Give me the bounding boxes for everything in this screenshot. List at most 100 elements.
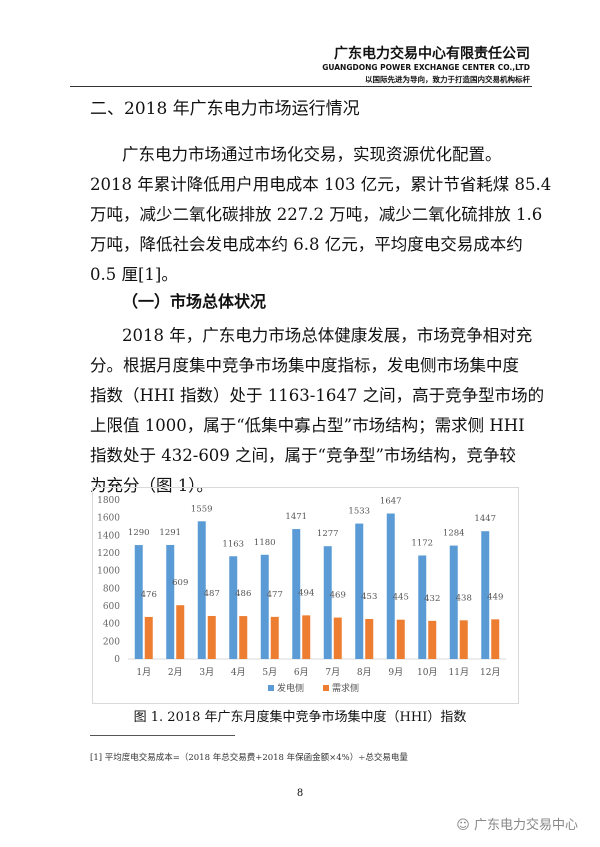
- x-tick-label: 9月: [388, 667, 403, 678]
- data-label: 1180: [254, 538, 276, 548]
- text-line: 分。根据月度集中竞争市场集中度指标，发电侧市场集中度: [90, 356, 519, 375]
- subsection-title: （一）市场总体状况: [122, 292, 267, 311]
- bar-supply: [229, 556, 238, 659]
- bar-demand: [144, 616, 153, 659]
- y-tick-label: 1200: [97, 549, 120, 559]
- hhi-chart: 0 200 400 600 800 1000 1200 1400 1600 1800 1290 476…: [92, 487, 519, 704]
- bar-demand: [333, 617, 342, 659]
- data-label: 1284: [443, 529, 465, 539]
- data-label: 486: [235, 589, 251, 599]
- text-line: 上限值 1000，属于“低集中寡占型”市场结构；需求侧 HHI: [90, 416, 525, 435]
- data-label: 1471: [285, 512, 307, 522]
- bar-demand: [396, 619, 405, 659]
- footnote: [1] 平均度电交易成本=（2018 年总交易费+2018 年保函金额×4%）÷…: [90, 753, 408, 763]
- page-number: 8: [296, 788, 304, 799]
- bar-supply: [449, 545, 458, 659]
- data-label: 449: [487, 592, 503, 602]
- data-label: 477: [267, 590, 283, 600]
- text-line: 万吨，降低社会发电成本约 6.8 亿元，平均度电交易成本约: [90, 235, 523, 254]
- bar-supply: [197, 521, 206, 659]
- bar-supply: [260, 554, 269, 659]
- bar-demand: [270, 616, 279, 659]
- data-label: 494: [298, 588, 314, 598]
- x-tick-label: 7月: [325, 667, 340, 678]
- data-label: 609: [172, 578, 188, 588]
- data-label: 1172: [411, 538, 433, 548]
- text-line: 指数处于 432-609 之间，属于“竞争型”市场结构，竞争较: [90, 446, 516, 465]
- data-label: 1447: [474, 514, 496, 524]
- y-tick-label: 1800: [97, 496, 120, 506]
- text-line: 0.5 厘[1]。: [90, 265, 178, 284]
- y-tick-label: 1600: [97, 514, 120, 524]
- header-divider: [70, 86, 532, 87]
- x-tick-label: 4月: [231, 667, 246, 678]
- header-company-cn: 广东电力交易中心有限责任公司: [334, 46, 530, 62]
- bar-demand: [365, 618, 374, 659]
- y-tick-label: 1000: [97, 567, 120, 577]
- section-title: 二、2018 年广东电力市场运行情况: [90, 99, 360, 119]
- x-tick-label: 5月: [262, 667, 277, 678]
- bar-demand: [239, 616, 248, 659]
- x-tick-label: 12月: [480, 667, 500, 678]
- data-label: 1163: [222, 539, 244, 549]
- legend-label: 需求侧: [332, 682, 359, 694]
- data-label: 432: [424, 594, 440, 604]
- data-label: 1291: [159, 528, 181, 538]
- x-tick-label: 8月: [357, 667, 372, 678]
- legend-label: 发电侧: [277, 682, 304, 694]
- bar-supply: [134, 545, 143, 659]
- x-tick-label: 3月: [199, 667, 214, 678]
- figure-caption: 图 1. 2018 年广东月度集中竞争市场集中度（HHI）指数: [133, 710, 467, 725]
- data-label: 469: [330, 591, 346, 601]
- x-tick-label: 11月: [449, 667, 469, 678]
- data-label: 476: [141, 590, 157, 600]
- bar-supply: [481, 531, 490, 659]
- hhi-chart-svg: 0 200 400 600 800 1000 1200 1400 1600 1800 1290 476…: [97, 496, 506, 694]
- y-tick-label: 0: [114, 655, 120, 665]
- text-line: 为充分（图 1）。: [90, 476, 213, 495]
- header-slogan: 以国际先进为导向，致力于打造国内交易机构标杆: [365, 75, 530, 84]
- text-line: 指数（HHI 指数）处于 1163-1647 之间，高于竞争型市场的: [90, 386, 545, 405]
- bar-supply: [386, 513, 395, 659]
- text-line: 广东电力市场通过市场化交易，实现资源优化配置。: [122, 145, 502, 164]
- bar-supply: [292, 529, 301, 659]
- bar-demand: [207, 615, 216, 659]
- data-label: 453: [361, 592, 377, 602]
- x-tick-label: 2月: [168, 667, 183, 678]
- y-tick-label: 200: [103, 637, 120, 647]
- wechat-icon: ☺: [456, 818, 474, 833]
- x-tick-label: 10月: [417, 667, 437, 678]
- header-company-en: GUANGDONG POWER EXCHANGE CENTER CO.,LTD: [322, 63, 530, 72]
- bar-demand: [176, 605, 185, 659]
- bar-supply: [355, 523, 364, 659]
- data-label: 1533: [348, 507, 370, 517]
- bar-supply: [323, 546, 332, 659]
- data-label: 1277: [317, 529, 339, 539]
- text-line: 2018 年，广东电力市场总体健康发展，市场竞争相对充: [122, 326, 533, 345]
- data-label: 438: [456, 593, 472, 603]
- data-label: 487: [204, 589, 220, 599]
- y-tick-label: 800: [103, 584, 120, 594]
- data-label: 1647: [380, 497, 402, 507]
- bar-supply: [166, 544, 175, 659]
- text-line: 万吨，减少二氧化碳排放 227.2 万吨，减少二氧化硫排放 1.6: [90, 205, 543, 224]
- x-tick-label: 1月: [136, 667, 151, 678]
- watermark: ☺ 广东电力交易中心: [456, 814, 578, 833]
- y-tick-label: 600: [103, 602, 120, 612]
- text-line: 2018 年累计降低用户用电成本 103 亿元，累计节省耗煤 85.4: [90, 175, 552, 194]
- bar-demand: [459, 620, 468, 659]
- x-tick-label: 6月: [294, 667, 309, 678]
- watermark-text: 广东电力交易中心: [473, 818, 578, 833]
- y-tick-label: 400: [103, 620, 120, 630]
- legend-swatch: [323, 685, 329, 691]
- data-label: 1559: [191, 504, 213, 514]
- footnote-divider: [90, 735, 235, 736]
- y-tick-label: 1400: [97, 531, 120, 541]
- data-label: 1290: [128, 528, 150, 538]
- data-label: 445: [393, 593, 409, 603]
- bar-demand: [428, 620, 437, 659]
- bar-supply: [418, 555, 427, 659]
- legend-swatch: [268, 685, 274, 691]
- bar-demand: [491, 619, 500, 659]
